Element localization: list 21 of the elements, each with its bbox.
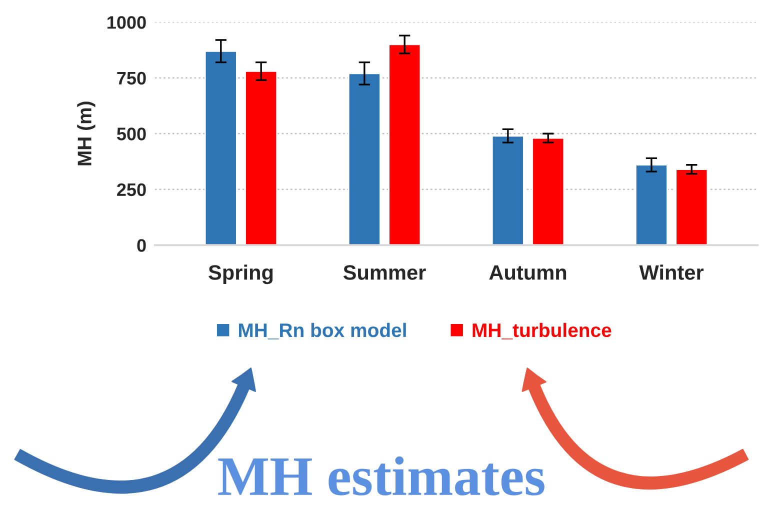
bar — [388, 44, 422, 246]
x-tick-label: Spring — [208, 264, 273, 284]
y-tick-label: 500 — [116, 128, 146, 140]
text: MH estimates — [218, 456, 544, 496]
x-tick-label: Autumn — [489, 265, 566, 280]
bar — [244, 70, 278, 246]
bar — [348, 72, 381, 246]
x-tick-label: Winter — [639, 264, 704, 280]
y-tick-label: 1000 — [108, 16, 146, 29]
legend-label: MH_Rn box model — [238, 322, 406, 340]
y-tick-label: 250 — [117, 183, 146, 196]
y-axis-title: MH (m) — [77, 102, 96, 166]
bar — [204, 50, 238, 246]
bar — [634, 164, 668, 246]
legend-label: MH_turbulence — [472, 322, 612, 340]
bar — [491, 135, 524, 246]
bar — [675, 168, 708, 246]
x-tick-label: Summer — [343, 265, 426, 280]
bar — [532, 137, 565, 246]
y-tick-label: 0 — [137, 239, 146, 252]
y-tick-label: 750 — [117, 72, 146, 85]
